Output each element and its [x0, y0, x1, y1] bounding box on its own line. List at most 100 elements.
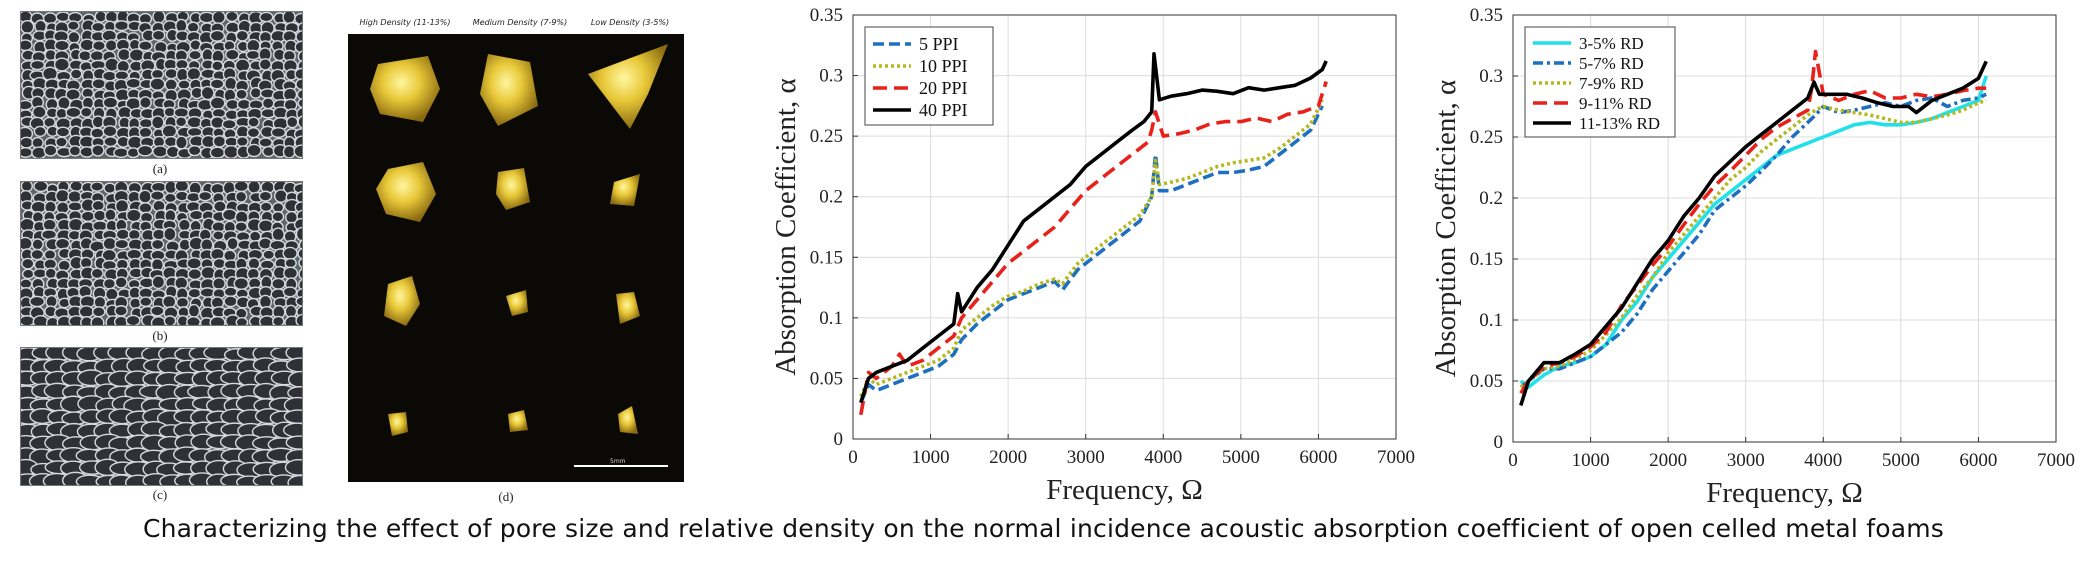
foam-cell — [115, 228, 131, 241]
y-tick-label: 0.25 — [810, 126, 843, 147]
foam-cell — [113, 147, 130, 158]
foam-cell — [67, 30, 81, 44]
y-tick-label: 0.25 — [1470, 127, 1503, 148]
foam-cell — [235, 135, 249, 148]
foam-cell — [54, 39, 70, 52]
foam-cell — [188, 209, 205, 221]
series-line-10-ppi — [859, 99, 1324, 398]
foam-cell — [113, 20, 130, 32]
foam-cell — [21, 268, 35, 280]
foam-cell — [283, 409, 302, 425]
foam-cell — [282, 12, 296, 25]
legend-label: 9-11% RD — [1579, 94, 1652, 113]
foam-cell — [21, 315, 35, 325]
foam-cell — [274, 189, 288, 203]
axes-frame — [1512, 14, 2057, 443]
x-tick-label: 0 — [1508, 450, 1518, 471]
foam-cell — [163, 192, 177, 204]
foam-cell — [235, 29, 249, 42]
foam-cell — [103, 182, 117, 194]
y-tick-label: 0 — [1494, 432, 1504, 453]
foam-cell — [138, 126, 153, 139]
foam-cell — [55, 12, 71, 23]
foam-cell — [114, 238, 130, 250]
caption-d: (d) — [498, 489, 514, 504]
foam-cell — [57, 96, 71, 111]
y-tick-label: 0.15 — [1470, 249, 1503, 270]
foam-cell — [139, 96, 152, 110]
foam-cell — [223, 295, 238, 308]
foam-cell — [248, 230, 262, 243]
foam-cell — [175, 296, 190, 309]
foam-cell — [91, 40, 106, 52]
foam-cell — [53, 57, 70, 72]
series-line-5-ppi — [859, 105, 1324, 404]
foam-cell — [90, 182, 105, 192]
foam-cell — [293, 144, 302, 158]
foam-cell — [31, 238, 44, 251]
chart-relative-density: 0 1000 2000 3000 4000 5000 6000 7000 0 0.05 0.1 0.1… — [1430, 5, 2075, 509]
foam-cell — [65, 106, 82, 119]
foam-cell — [150, 305, 165, 317]
y-tick-label: 0.15 — [810, 247, 843, 268]
foam-cell — [21, 236, 33, 251]
foam-cell — [79, 106, 93, 118]
caption-c: (c) — [152, 487, 168, 502]
foam-cell — [298, 278, 302, 292]
foam-cell — [33, 125, 47, 137]
foam-cell — [69, 68, 83, 80]
series-line-9-11-rd — [1519, 49, 1987, 395]
foam-cell — [258, 58, 272, 71]
foam-cell — [125, 77, 142, 89]
strut-40ppi-high — [388, 412, 408, 436]
foam-cell — [21, 99, 33, 111]
foam-cell — [187, 287, 202, 299]
foam-cell — [283, 266, 299, 280]
foam-cell — [209, 29, 226, 42]
foam-cell — [298, 239, 302, 252]
foam-cell — [138, 202, 153, 214]
foam-cell — [187, 268, 203, 281]
strut-5ppi-low — [588, 44, 668, 129]
foam-cell — [187, 144, 202, 157]
strut-10ppi-low — [610, 174, 640, 206]
x-tick-label: 1000 — [1572, 450, 1610, 471]
legend-label: 40 PPI — [919, 100, 968, 120]
foam-cell — [297, 115, 302, 129]
foam-cell — [102, 236, 118, 251]
foam-cell — [125, 208, 142, 223]
foam-cell — [163, 315, 177, 325]
foam-cell — [282, 422, 302, 438]
foam-cell — [114, 276, 128, 289]
foam-cell — [297, 97, 302, 109]
foam-cell — [91, 144, 105, 157]
foam-cell — [211, 12, 226, 25]
foam-cell — [42, 218, 57, 232]
strut-20ppi-medium — [506, 290, 528, 316]
foam-cell — [223, 144, 240, 158]
strut-5ppi-medium — [480, 54, 538, 126]
foam-cell — [67, 201, 84, 212]
foam-cell — [137, 144, 154, 157]
foam-cell — [90, 127, 105, 140]
foam-cell — [67, 190, 83, 204]
foam-cell — [152, 12, 166, 24]
foam-cell — [104, 39, 118, 52]
foam-cell — [270, 126, 287, 139]
legend-label: 5 PPI — [919, 34, 959, 54]
foam-cell — [287, 474, 302, 485]
foam-cell — [78, 305, 95, 319]
foam-cell — [258, 137, 273, 148]
foam-cell — [259, 12, 274, 23]
foam-cell — [150, 238, 165, 251]
x-tick-label: 4000 — [1804, 450, 1842, 471]
foam-cell — [298, 257, 302, 269]
y-tick-label: 0.35 — [810, 5, 843, 26]
foam-cell — [298, 268, 302, 280]
foam-cell — [69, 182, 84, 192]
foam-cell — [224, 76, 238, 91]
foam-cell — [271, 210, 285, 223]
foam-cell — [32, 315, 49, 325]
strut-5ppi-high — [370, 56, 440, 122]
legend-label: 7-9% RD — [1579, 74, 1644, 93]
